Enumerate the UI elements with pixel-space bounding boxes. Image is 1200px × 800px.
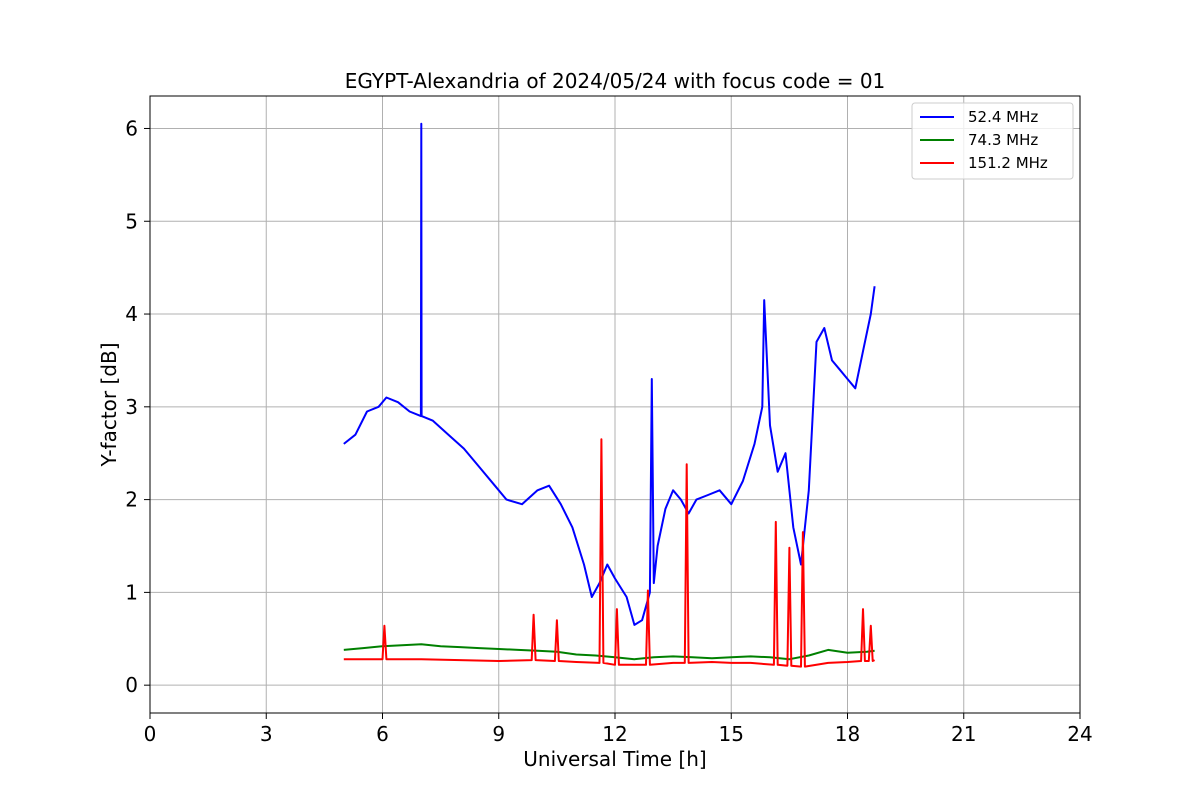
x-tick-label: 15 bbox=[719, 722, 744, 746]
chart-title: EGYPT-Alexandria of 2024/05/24 with focu… bbox=[345, 69, 886, 93]
x-tick-label: 6 bbox=[376, 722, 389, 746]
x-tick-label: 24 bbox=[1067, 722, 1092, 746]
legend: 52.4 MHz 74.3 MHz 151.2 MHz bbox=[911, 102, 1074, 180]
x-axis-title: Universal Time [h] bbox=[523, 747, 706, 771]
x-tick-label: 18 bbox=[835, 722, 860, 746]
series-line bbox=[343, 438, 876, 668]
legend-label: 151.2 MHz bbox=[968, 154, 1048, 172]
x-tick-label: 21 bbox=[951, 722, 976, 746]
y-tick-label: 0 bbox=[125, 673, 138, 697]
legend-box bbox=[911, 102, 1074, 180]
y-tick-label: 4 bbox=[125, 302, 138, 326]
y-tick-label: 1 bbox=[125, 580, 138, 604]
y-tick-label: 2 bbox=[125, 488, 138, 512]
x-tick-label: 0 bbox=[144, 722, 157, 746]
y-tick-label: 3 bbox=[125, 395, 138, 419]
legend-label: 74.3 MHz bbox=[968, 131, 1038, 149]
legend-label: 52.4 MHz bbox=[968, 108, 1038, 126]
y-axis-title: Y-factor [dB] bbox=[97, 342, 121, 467]
series-layer bbox=[343, 122, 876, 668]
y-tick-label: 5 bbox=[125, 209, 138, 233]
x-tick-label: 9 bbox=[492, 722, 505, 746]
x-tick-label: 12 bbox=[602, 722, 627, 746]
x-tick-label: 3 bbox=[260, 722, 273, 746]
y-tick-label: 6 bbox=[125, 116, 138, 140]
